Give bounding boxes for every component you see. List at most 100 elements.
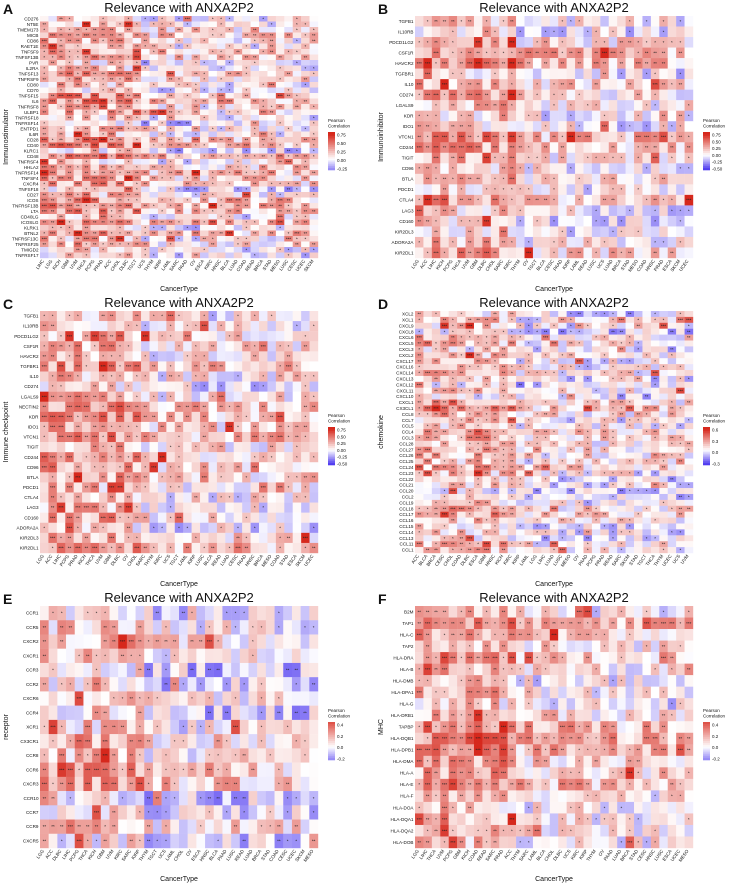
significance-mark: *: [246, 170, 248, 175]
heatmap-cell: [591, 236, 601, 248]
heatmap-cell: [82, 38, 91, 44]
significance-mark: **: [118, 394, 122, 399]
heatmap-cell: [56, 148, 66, 154]
significance-mark: *: [304, 394, 306, 399]
heatmap-cell: [524, 79, 534, 90]
heatmap-cell: [284, 542, 293, 554]
heatmap-cell: [141, 43, 150, 50]
heatmap-cell: [431, 163, 441, 175]
heatmap-cell: [423, 26, 433, 38]
heatmap-cell: [115, 131, 125, 138]
significance-mark: **: [312, 33, 316, 38]
heatmap-cell: [149, 252, 159, 259]
significance-mark: **: [127, 435, 131, 440]
significance-mark: *: [203, 181, 205, 186]
heatmap-cell: [532, 226, 542, 238]
heatmap-cell: [301, 452, 310, 463]
heatmap-cell: [250, 331, 260, 342]
heatmap-cell: [292, 170, 302, 176]
heatmap-cell: [107, 351, 117, 362]
heatmap-cell: [634, 100, 643, 111]
significance-mark: **: [304, 55, 308, 60]
heatmap-cell: [541, 100, 550, 111]
heatmap-cell: [174, 472, 184, 483]
significance-mark: **: [194, 364, 198, 369]
significance-mark: ***: [218, 394, 224, 399]
heatmap-cell: [242, 492, 251, 503]
heatmap-cell: [191, 542, 201, 554]
heatmap-cell: [90, 432, 100, 443]
heatmap-cell: [591, 100, 601, 111]
significance-mark: *: [77, 55, 79, 60]
heatmap-cell: [309, 109, 319, 116]
heatmap-cell: [141, 21, 150, 28]
heatmap-cell: [650, 194, 660, 206]
significance-mark: *: [511, 103, 513, 108]
heatmap-cell: [250, 311, 260, 322]
row-label: MICB: [27, 33, 38, 38]
y-axis-title: Immunostimulator: [3, 109, 10, 165]
significance-mark: **: [42, 220, 46, 225]
significance-mark: **: [236, 209, 240, 214]
significance-mark: *: [279, 66, 281, 71]
significance-mark: ***: [126, 364, 132, 369]
significance-mark: **: [203, 414, 207, 419]
significance-mark: ***: [50, 143, 56, 148]
heatmap-cell: [634, 58, 643, 69]
significance-mark: **: [135, 475, 139, 480]
significance-mark: *: [604, 156, 606, 161]
significance-mark: *: [102, 242, 104, 247]
heatmap-cell: [183, 219, 192, 226]
significance-mark: *: [178, 220, 180, 225]
heatmap-cell: [174, 411, 184, 423]
heatmap-cell: [275, 247, 285, 253]
heatmap-cell: [267, 76, 277, 83]
significance-mark: *: [111, 425, 113, 430]
significance-mark: ***: [101, 515, 107, 520]
heatmap-cell: [208, 21, 218, 28]
heatmap-cell: [124, 472, 133, 483]
heatmap-cell: [174, 341, 184, 352]
heatmap-cell: [259, 214, 268, 220]
significance-mark: *: [545, 124, 547, 129]
heatmap-cell: [208, 442, 218, 453]
heatmap-cell: [617, 316, 626, 324]
heatmap-cell: [242, 164, 251, 171]
significance-mark: *: [646, 19, 648, 24]
significance-mark: *: [102, 374, 104, 379]
heatmap-cell: [225, 236, 234, 242]
heatmap-cell: [301, 230, 310, 237]
heatmap-cell: [301, 148, 310, 154]
heatmap-cell: [40, 137, 49, 143]
heatmap-cell: [642, 100, 652, 111]
heatmap-cell: [617, 100, 626, 111]
heatmap-cell: [174, 32, 184, 39]
heatmap-cell: [650, 79, 660, 90]
heatmap-cell: [301, 214, 310, 220]
significance-mark: *: [161, 209, 163, 214]
heatmap-cell: [98, 381, 108, 392]
heatmap-cell: [473, 110, 483, 122]
heatmap-cell: [448, 131, 458, 143]
heatmap-cell: [65, 54, 74, 61]
heatmap-cell: [684, 16, 694, 27]
heatmap-cell: [98, 225, 108, 231]
heatmap-cell: [448, 142, 458, 153]
significance-mark: ***: [50, 485, 56, 490]
significance-mark: *: [220, 110, 222, 115]
significance-mark: *: [229, 82, 231, 87]
significance-mark: *: [161, 334, 163, 339]
heatmap-cell: [191, 252, 201, 259]
heatmap-cell: [132, 43, 142, 50]
heatmap-cell: [642, 226, 652, 238]
heatmap-cell: [259, 236, 268, 242]
significance-mark: *: [170, 44, 172, 49]
heatmap-cell: [267, 321, 277, 332]
column-label: STAD: [620, 258, 631, 271]
heatmap-cell: [149, 522, 159, 534]
heatmap-cell: [440, 26, 449, 38]
heatmap-cell: [275, 16, 285, 22]
significance-mark: **: [110, 220, 114, 225]
legend-swatch: [328, 141, 335, 144]
significance-mark: **: [42, 44, 46, 49]
